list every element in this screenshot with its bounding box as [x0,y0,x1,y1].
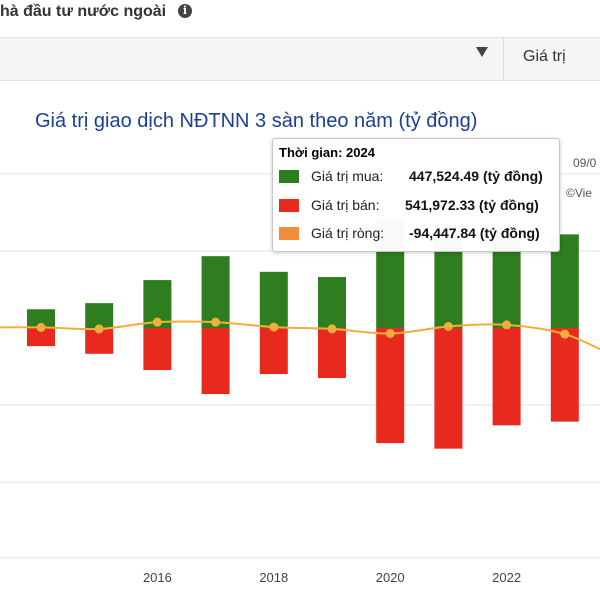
value-tab[interactable]: Giá trị [523,48,566,65]
sell-bar-2023 [550,328,579,422]
sell-swatch [279,199,299,212]
tooltip-buy-value: 447,524.49 (tỷ đồng) [409,168,543,184]
tooltip-title: Thời gian: 2024 [279,145,375,160]
tooltip-net-value: -94,447.84 (tỷ đồng) [409,225,540,241]
tooltip-buy-label: Giá trị mua: [311,168,384,184]
sell-bar-2021 [434,328,463,449]
dropdown-arrow-icon[interactable] [476,47,488,57]
buy-bar-2017 [201,256,230,328]
net-point-2022 [502,320,512,330]
net-point-2014 [36,322,46,332]
toolbar-divider [503,38,504,80]
tooltip-row-net: Giá trị ròng: -94,447.84 (tỷ đồng) [279,224,555,242]
sell-bar-2016 [143,328,172,371]
x-tick-label-2020: 2020 [376,570,405,585]
buy-bar-2019 [318,277,346,328]
sell-bar-2014 [27,328,55,347]
chart-title: Giá trị giao dịch NĐTNN 3 sàn theo năm (… [35,110,478,132]
buy-bar-2018 [259,271,288,328]
net-point-2021 [443,321,453,331]
sell-bar-2022 [492,328,521,426]
tooltip-row-sell: Giá trị bán: 541,972.33 (tỷ đồng) [279,196,555,214]
x-tick-label-2016: 2016 [143,570,172,585]
toolbar [0,37,600,81]
net-point-2018 [269,322,279,332]
x-tick-label-2018: 2018 [259,570,288,585]
corner-credit-text: ©Vie [566,186,592,200]
sell-bar-2017 [201,328,230,395]
corner-date-text: 09/0 [573,156,597,170]
page-heading: hà đầu tư nước ngoài [0,3,167,20]
tooltip-net-label: Giá trị ròng: [311,225,385,241]
sell-bar-2018 [259,328,288,375]
buy-bar-2014 [27,309,55,328]
x-tick-label-2022: 2022 [492,570,521,585]
buy-bar-2015 [85,303,114,328]
tooltip-sell-label: Giá trị bán: [311,197,380,213]
top-bar: hà đầu tư nước ngoài i [0,0,600,28]
sell-bar-2019 [318,328,346,379]
net-point-2015 [94,324,104,334]
net-point-2019 [327,324,337,334]
info-icon[interactable]: i [178,4,192,18]
tooltip-row-buy: Giá trị mua: 447,524.49 (tỷ đồng) [279,167,555,185]
net-point-2017 [211,317,221,327]
tooltip-sell-value: 541,972.33 (tỷ đồng) [405,197,539,213]
sell-bar-2020 [376,328,405,444]
net-point-2016 [152,317,162,327]
net-point-2023 [560,329,570,339]
buy-swatch [279,170,299,183]
net-point-2020 [385,329,395,339]
net-swatch [279,227,299,240]
chart-tooltip: Thời gian: 2024 Giá trị mua: 447,524.49 … [272,138,560,252]
